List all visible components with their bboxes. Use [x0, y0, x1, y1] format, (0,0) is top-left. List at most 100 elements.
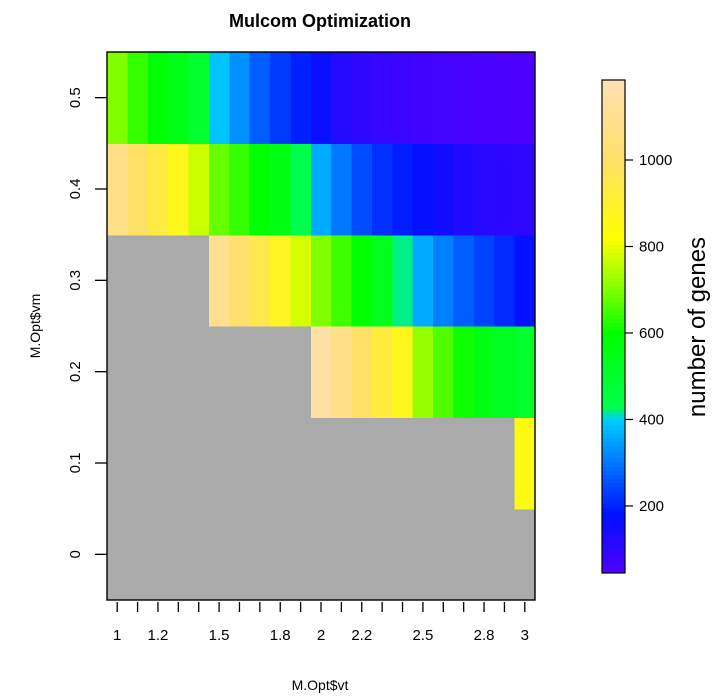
colorbar-segment — [602, 416, 625, 422]
colorbar-segment — [602, 322, 625, 328]
heatmap-cell — [208, 508, 230, 601]
colorbar-segment — [602, 486, 625, 492]
heatmap-cell — [147, 52, 169, 144]
colorbar-segment — [602, 108, 625, 114]
colorbar-segment — [602, 425, 625, 430]
heatmap-cell — [351, 143, 373, 236]
heatmap-cell — [494, 508, 516, 601]
colorbar-segment — [602, 494, 625, 500]
y-tick-label: 0.4 — [67, 179, 84, 200]
y-axis: 0 0.1 0.2 0.3 0.4 0.5 — [67, 87, 107, 559]
x-tick-label: 2 — [317, 627, 325, 644]
colorbar-segment — [602, 478, 625, 484]
colorbar-segment — [602, 412, 625, 418]
colorbar-segment — [602, 186, 625, 192]
heatmap-cell — [249, 143, 271, 236]
heatmap-cell — [249, 417, 271, 510]
colorbar-segment — [602, 326, 625, 332]
colorbar-segment — [602, 125, 625, 130]
colorbar-segment — [602, 330, 625, 336]
colorbar-segment — [602, 203, 625, 208]
colorbar-frame — [601, 79, 626, 574]
colorbar-tick-label: 800 — [639, 238, 664, 255]
heatmap-cell — [107, 417, 128, 510]
colorbar-segment — [602, 227, 625, 233]
heatmap-cell — [127, 508, 149, 601]
heatmap-cell — [290, 143, 312, 236]
colorbar-segment — [602, 190, 625, 196]
colorbar-segment — [602, 207, 625, 213]
heatmap-cell — [371, 52, 393, 144]
colorbar-segment — [602, 137, 625, 143]
colorbar-segment — [602, 268, 625, 274]
colorbar-segment — [602, 112, 625, 118]
colorbar-segment — [602, 490, 625, 496]
colorbar-segment — [602, 503, 625, 508]
heatmap-cell — [290, 234, 312, 327]
heatmap-cell — [127, 234, 149, 327]
x-tick-label: 1.8 — [270, 627, 291, 644]
colorbar-segment — [602, 264, 625, 270]
heatmap-cell — [229, 143, 251, 236]
colorbar-segment — [602, 564, 625, 570]
heatmap-cell — [147, 326, 169, 418]
colorbar-segment — [602, 244, 625, 250]
colorbar-segment — [602, 219, 625, 225]
heatmap-cell — [127, 143, 149, 236]
colorbar-segment — [602, 80, 625, 85]
heatmap-cell — [107, 508, 128, 601]
colorbar-segment — [602, 96, 625, 102]
colorbar-segment — [602, 223, 625, 229]
y-tick-label: 0.2 — [67, 361, 84, 382]
colorbar-segment — [602, 145, 625, 151]
heatmap-cell — [310, 52, 332, 144]
heatmap-cell — [147, 417, 169, 510]
heatmap-cell — [514, 143, 536, 236]
heatmap-cell — [392, 326, 414, 418]
colorbar-segment — [602, 453, 625, 459]
heatmap-cell — [270, 326, 292, 418]
colorbar-segment — [602, 277, 625, 282]
heatmap-cell — [168, 326, 190, 418]
colorbar-label: number of genes — [684, 237, 711, 417]
colorbar-segment — [602, 297, 625, 303]
heatmap-cell — [494, 52, 516, 144]
heatmap-cell — [453, 508, 475, 601]
colorbar-segment — [602, 334, 625, 340]
colorbar-segment — [602, 149, 625, 155]
heatmap-cell — [310, 234, 332, 327]
heatmap-cell — [392, 508, 414, 601]
heatmap-cell — [412, 234, 434, 327]
x-axis-label: M.Opt$vt — [292, 677, 349, 693]
colorbar-segment — [602, 314, 625, 319]
colorbar-segment — [602, 433, 625, 439]
heatmap-cell — [371, 508, 393, 601]
x-tick-label: 1 — [113, 627, 121, 644]
colorbar-segment — [602, 342, 625, 348]
colorbar-segment — [602, 400, 625, 406]
colorbar-segment — [602, 153, 625, 159]
heatmap-cell — [127, 52, 149, 144]
y-tick-label: 0 — [67, 550, 84, 558]
colorbar-segment — [602, 104, 625, 110]
heatmap-cell — [107, 143, 128, 236]
heatmap-cell — [229, 417, 251, 510]
colorbar-segment — [602, 248, 625, 254]
colorbar-segment — [602, 141, 625, 147]
colorbar-segment — [602, 351, 625, 356]
colorbar-segment — [602, 462, 625, 467]
heatmap-cell — [127, 417, 149, 510]
colorbar-segment — [602, 338, 625, 344]
heatmap-cell — [168, 234, 190, 327]
heatmap-cell — [514, 234, 536, 327]
colorbar-segment — [602, 211, 625, 217]
heatmap-cell — [168, 417, 190, 510]
x-tick-label: 2.5 — [412, 627, 433, 644]
colorbar-segment — [602, 519, 625, 525]
heatmap-cell — [433, 417, 455, 510]
x-tick-label: 2.8 — [474, 627, 495, 644]
colorbar-segment — [602, 240, 625, 245]
colorbar-segment — [602, 182, 625, 188]
heatmap-cell — [270, 417, 292, 510]
colorbar-segment — [602, 404, 625, 410]
